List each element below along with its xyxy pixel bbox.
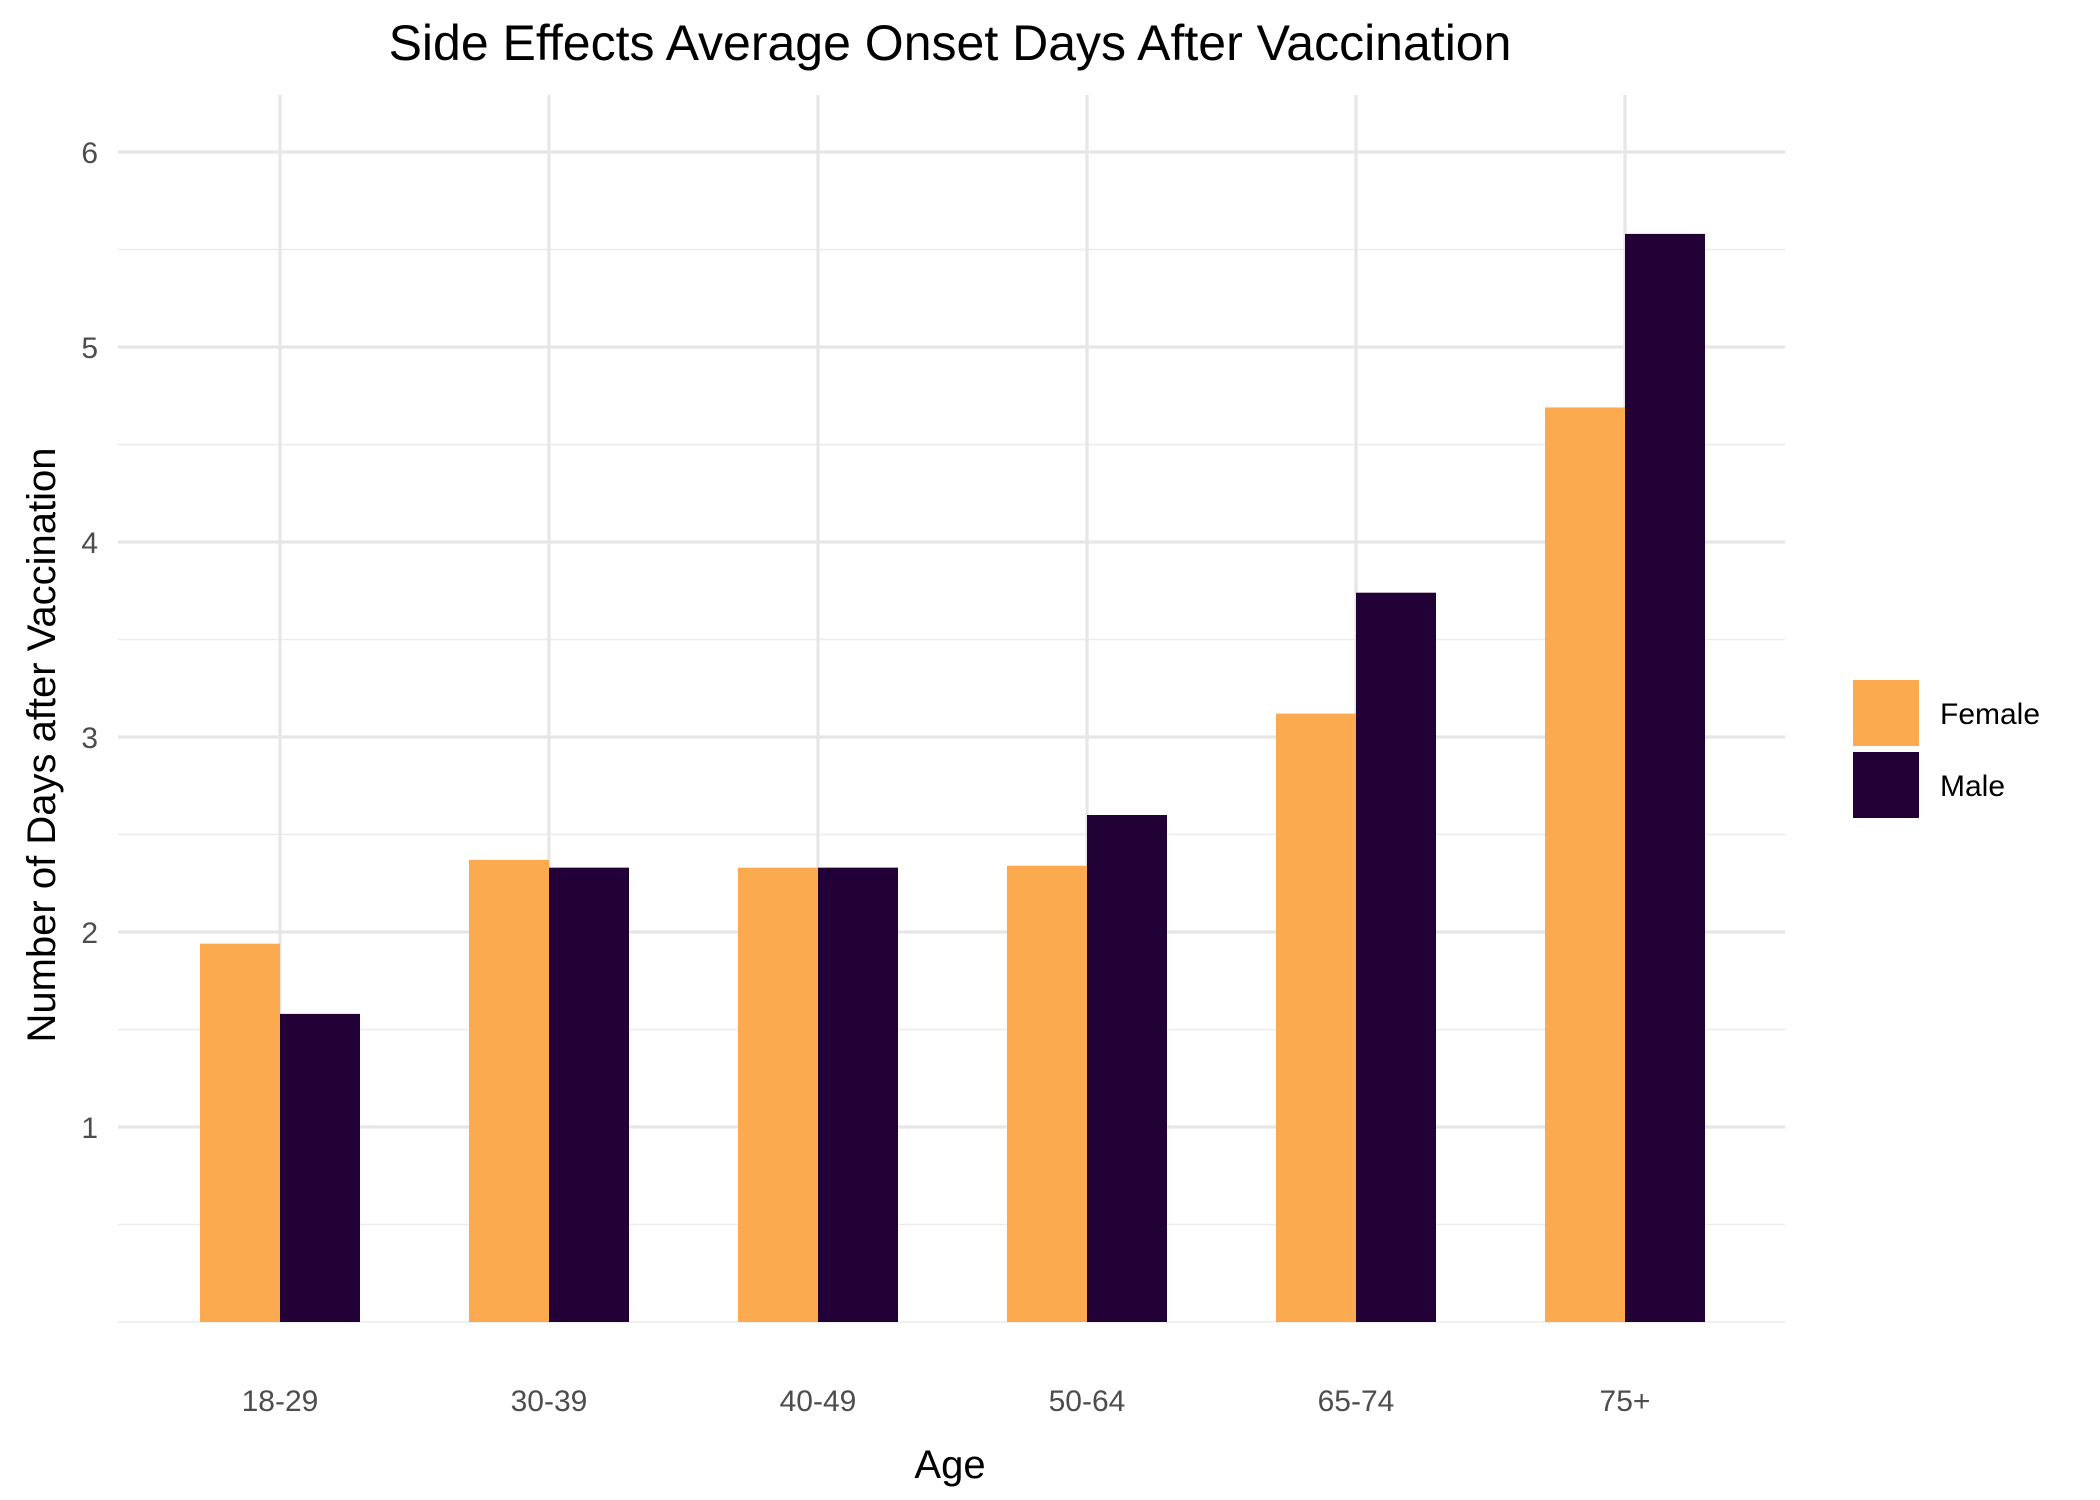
bar-male-18-29 [280, 1013, 360, 1322]
y-tick-label: 3 [81, 722, 98, 755]
y-axis-ticks: 1 2 3 4 5 6 [81, 137, 98, 1145]
x-tick-label: 30-39 [511, 1385, 588, 1418]
bar-male-40-49 [818, 867, 898, 1322]
y-tick-label: 6 [81, 137, 98, 170]
x-tick-label: 75+ [1600, 1385, 1651, 1418]
bar-female-40-49 [738, 867, 818, 1322]
x-tick-label: 18-29 [242, 1385, 319, 1418]
bar-female-18-29 [200, 943, 280, 1322]
bar-female-75+ [1545, 407, 1625, 1322]
bars [200, 233, 1705, 1322]
y-tick-label: 1 [81, 1112, 98, 1145]
y-tick-label: 4 [81, 527, 98, 560]
legend: Female Male [1853, 680, 2040, 818]
grid [118, 95, 1785, 1323]
x-tick-label: 65-74 [1318, 1385, 1395, 1418]
bar-male-30-39 [549, 867, 629, 1322]
x-tick-label: 40-49 [780, 1385, 857, 1418]
legend-key-male [1853, 752, 1919, 818]
x-tick-label: 50-64 [1049, 1385, 1126, 1418]
chart-title: Side Effects Average Onset Days After Va… [389, 15, 1512, 71]
bar-male-75+ [1625, 233, 1705, 1322]
y-tick-label: 5 [81, 332, 98, 365]
y-tick-label: 2 [81, 917, 98, 950]
bar-male-65-74 [1356, 592, 1436, 1322]
legend-label-male: Male [1940, 770, 2005, 803]
x-axis-title: Age [914, 1443, 985, 1487]
bar-male-50-64 [1087, 815, 1167, 1322]
x-axis-ticks: 18-29 30-39 40-49 50-64 65-74 75+ [242, 1385, 1651, 1418]
legend-key-female [1853, 680, 1919, 746]
legend-label-female: Female [1940, 698, 2040, 731]
bar-female-65-74 [1276, 713, 1356, 1322]
y-axis-title: Number of Days after Vaccination [20, 447, 64, 1042]
bar-female-30-39 [469, 859, 549, 1322]
bar-female-50-64 [1007, 865, 1087, 1322]
